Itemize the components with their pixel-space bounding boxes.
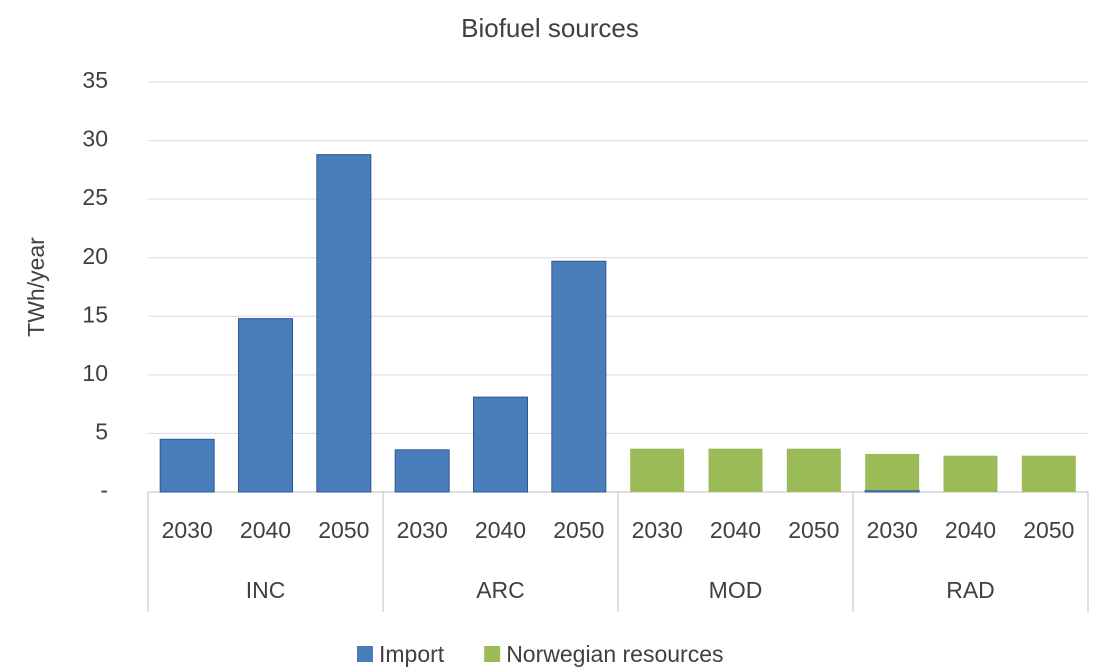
x-tick-label: 2030 bbox=[162, 517, 213, 543]
y-tick-label: 20 bbox=[82, 243, 108, 269]
x-tick-label: 2040 bbox=[475, 517, 526, 543]
bar-segment bbox=[316, 154, 372, 493]
y-tick-label: 25 bbox=[82, 184, 108, 210]
y-tick-label: 5 bbox=[95, 419, 108, 445]
group-label: MOD bbox=[709, 577, 763, 603]
x-tick-label: 2040 bbox=[945, 517, 996, 543]
bar-segment bbox=[708, 448, 763, 492]
bar-segment bbox=[394, 449, 450, 493]
chart-title: Biofuel sources bbox=[461, 13, 639, 43]
group-label: INC bbox=[246, 577, 286, 603]
y-tick-label: 30 bbox=[82, 126, 108, 152]
x-tick-label: 2030 bbox=[397, 517, 448, 543]
legend-label: Import bbox=[379, 641, 445, 667]
bar-segment bbox=[159, 438, 215, 493]
bar-segment bbox=[1021, 455, 1076, 492]
bar-segment bbox=[864, 489, 920, 493]
group-label: ARC bbox=[476, 577, 525, 603]
bar-segment bbox=[786, 448, 841, 492]
bar-segment bbox=[630, 448, 685, 492]
legend-swatch bbox=[357, 646, 373, 662]
x-tick-label: 2040 bbox=[240, 517, 291, 543]
group-label: RAD bbox=[946, 577, 995, 603]
bar-segment bbox=[943, 455, 998, 492]
x-tick-label: 2040 bbox=[710, 517, 761, 543]
x-tick-label: 2050 bbox=[1023, 517, 1074, 543]
bar-segment bbox=[865, 453, 920, 491]
x-tick-label: 2050 bbox=[318, 517, 369, 543]
y-axis-label: TWh/year bbox=[23, 237, 49, 337]
bar-segment bbox=[238, 318, 293, 493]
y-tick-label: 35 bbox=[82, 67, 108, 93]
legend-swatch bbox=[484, 646, 501, 662]
bar-segment bbox=[551, 260, 607, 493]
y-tick-label: 15 bbox=[82, 301, 108, 327]
x-tick-label: 2050 bbox=[788, 517, 839, 543]
bar-segment bbox=[473, 396, 528, 493]
x-tick-label: 2050 bbox=[553, 517, 604, 543]
legend-label: Norwegian resources bbox=[506, 641, 723, 667]
y-tick-label: 10 bbox=[82, 360, 108, 386]
x-tick-label: 2030 bbox=[632, 517, 683, 543]
x-tick-label: 2030 bbox=[867, 517, 918, 543]
y-tick-label: - bbox=[100, 477, 108, 503]
